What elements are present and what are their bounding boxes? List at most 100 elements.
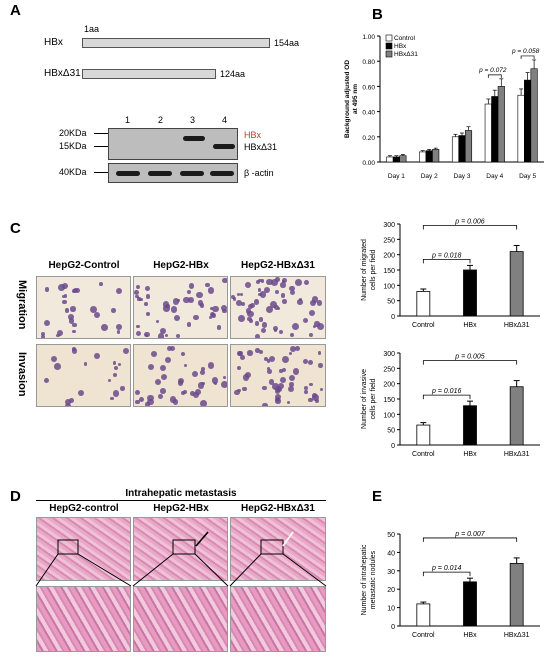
- stained-cell: [289, 382, 294, 387]
- lane-number: 2: [158, 115, 164, 125]
- stained-cell: [270, 300, 278, 308]
- stained-cell: [40, 331, 46, 337]
- column-header: HepG2-HBxΔ31: [241, 503, 315, 514]
- stained-cell: [159, 365, 166, 372]
- stained-cell: [145, 294, 150, 299]
- bar: [463, 581, 477, 627]
- stained-cell: [69, 398, 75, 403]
- x-tick-label: HBx: [463, 632, 477, 639]
- x-tick-label: Day 1: [388, 173, 405, 180]
- stained-cell: [53, 363, 61, 371]
- stained-cell: [317, 351, 322, 355]
- stained-cell: [240, 302, 245, 307]
- stained-cell: [216, 325, 221, 330]
- stained-cell: [282, 356, 290, 364]
- stained-cell: [295, 278, 303, 286]
- stained-cell: [90, 306, 98, 314]
- stained-cell: [83, 362, 88, 366]
- marker-15kda: 15KDa: [59, 141, 87, 151]
- histology-image-hbx: [133, 517, 228, 581]
- stained-cell: [57, 283, 65, 291]
- y-tick-label: 200: [383, 382, 395, 389]
- stained-cell: [108, 378, 112, 383]
- significance-bracket: [422, 394, 471, 400]
- x-tick-label: Day 2: [421, 173, 438, 180]
- stained-cell: [268, 378, 275, 385]
- invasion-image-hbxd31: [230, 344, 326, 407]
- column-header: HepG2-control: [49, 503, 119, 514]
- histology-zoom-control: [36, 586, 131, 652]
- stained-cell: [242, 386, 247, 392]
- stained-cell: [275, 277, 280, 282]
- stained-cell: [64, 402, 71, 406]
- stained-cell: [71, 322, 77, 328]
- stained-cell: [268, 355, 275, 363]
- x-tick-label: Control: [412, 451, 435, 458]
- stained-cell: [238, 315, 245, 322]
- significance-bracket: [422, 360, 518, 365]
- bar: [416, 291, 431, 317]
- stained-cell: [281, 299, 287, 304]
- stained-cell: [74, 287, 81, 293]
- stained-cell: [172, 399, 179, 406]
- stained-cell: [44, 287, 50, 292]
- y-tick-label: 30: [387, 569, 395, 576]
- stained-cell: [188, 283, 195, 289]
- stained-cell: [239, 293, 243, 297]
- stained-cell: [166, 345, 173, 352]
- stained-cell: [279, 330, 284, 334]
- stained-cell: [183, 297, 190, 304]
- western-blot-actin: [108, 163, 238, 183]
- invasion-bar-chart: 0 50 100 150 200 250 300 Number of invasive cell…: [361, 351, 540, 458]
- x-tick-label: HBxΔ31: [504, 451, 530, 458]
- stained-cell: [67, 313, 74, 320]
- stained-cell: [135, 284, 140, 289]
- y-tick-label: 200: [383, 253, 395, 260]
- stained-cell: [144, 285, 150, 291]
- stained-cell: [282, 368, 286, 373]
- y-axis-label-line: metastatic nodules: [370, 550, 377, 609]
- stained-cell: [199, 303, 205, 308]
- stained-cell: [115, 324, 122, 330]
- y-axis-label: Number of intrahepatic metastatic nodules: [361, 544, 377, 615]
- stained-cell: [205, 282, 211, 288]
- stained-cell: [122, 348, 130, 355]
- stained-cell: [61, 294, 66, 299]
- p-value-label: p = 0.058: [511, 48, 540, 55]
- x-tick-label: HBxΔ31: [504, 322, 530, 329]
- stained-cell: [165, 356, 172, 363]
- construct-end-hbx: 154aa: [274, 38, 300, 48]
- stained-cell: [193, 314, 199, 320]
- row-label-invasion: Invasion: [16, 352, 28, 397]
- stained-cell: [154, 378, 161, 385]
- histology-image-hbxd31: [230, 517, 326, 581]
- x-tick-label: HBx: [463, 451, 477, 458]
- stained-cell: [146, 398, 154, 406]
- stained-cell: [72, 329, 77, 334]
- stained-cell: [175, 334, 181, 338]
- y-axis-label-line: Number of invasive: [361, 369, 368, 429]
- stained-cell: [287, 401, 291, 405]
- y-tick-label: 50: [387, 299, 395, 306]
- stained-cell: [264, 287, 271, 294]
- stained-cell: [262, 402, 268, 406]
- stained-cell: [316, 300, 323, 306]
- stained-cell: [266, 305, 274, 313]
- lane-number: 1: [125, 115, 131, 125]
- stained-cell: [272, 383, 279, 390]
- stained-cell: [253, 299, 260, 305]
- bar: [530, 68, 538, 163]
- stained-cell: [207, 287, 214, 294]
- stained-cell: [249, 319, 253, 324]
- stained-cell: [186, 322, 192, 327]
- migration-bar-chart: 0 50 100 150 200 250 300 Number of migrated cell…: [361, 218, 540, 329]
- marker-arrow: [94, 146, 108, 147]
- blot-band: [148, 171, 172, 176]
- stained-cell: [279, 376, 286, 383]
- stained-cell: [294, 345, 300, 351]
- stained-cell: [188, 296, 194, 303]
- significance-bracket: [422, 225, 518, 230]
- stained-cell: [72, 289, 76, 294]
- stained-cell: [222, 308, 227, 314]
- stained-cell: [221, 380, 227, 388]
